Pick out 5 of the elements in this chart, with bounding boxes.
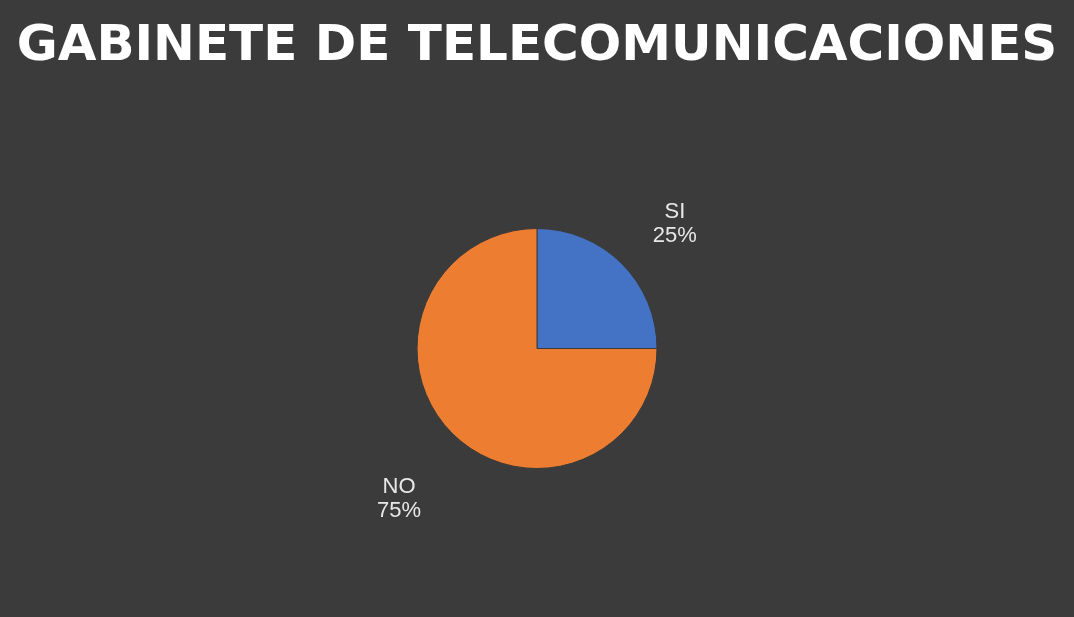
data-label: 25% (652, 221, 697, 247)
data-label: 75% (377, 497, 422, 523)
slice-label: SI (664, 197, 686, 223)
slice-label: NO (382, 473, 416, 499)
chart-title: GABINETE DE TELECOMUNICACIONES (16, 14, 1058, 72)
